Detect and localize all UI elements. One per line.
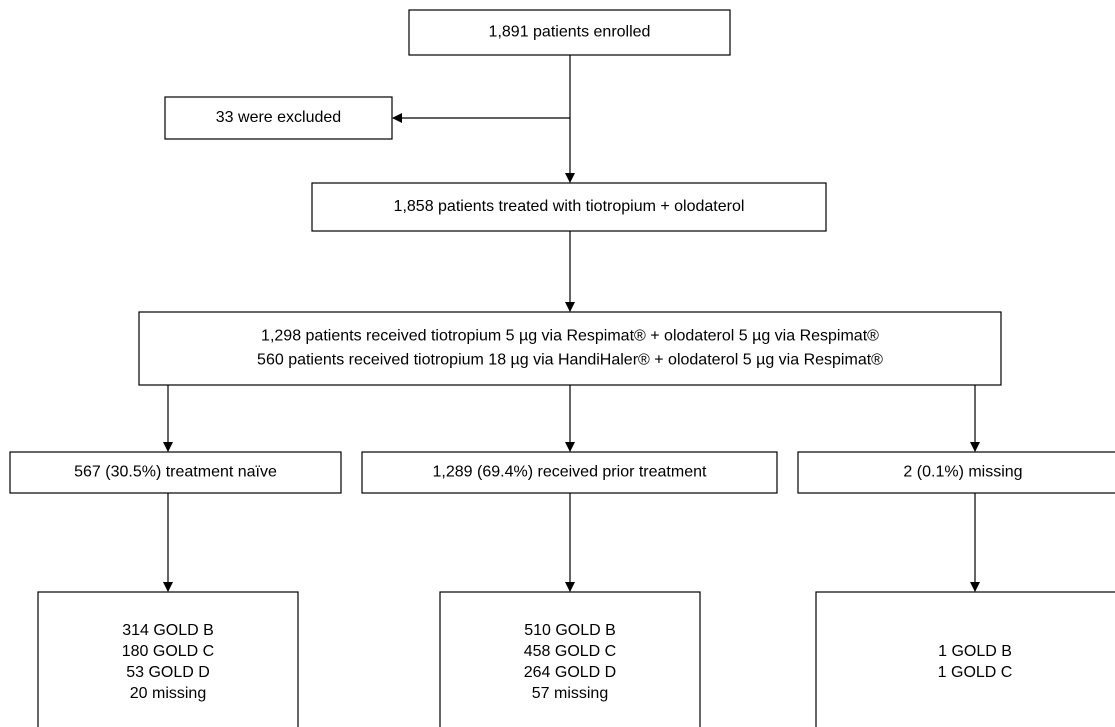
- node-box: [138, 311, 1002, 386]
- node-text: 1,858 patients treated with tiotropium +…: [394, 198, 745, 215]
- node-text: 458 GOLD C: [524, 643, 616, 660]
- node-box: [164, 96, 393, 140]
- node-box: [311, 182, 827, 232]
- node-box: [815, 591, 1115, 727]
- node-text: 53 GOLD D: [126, 664, 210, 681]
- node-box: [408, 9, 731, 56]
- node-text: 567 (30.5%) treatment naïve: [74, 464, 277, 481]
- node-text: 1,289 (69.4%) received prior treatment: [433, 464, 707, 481]
- node-text: 57 missing: [532, 685, 608, 702]
- node-text: 314 GOLD B: [122, 622, 214, 639]
- connectors: [163, 55, 980, 592]
- node-text: 1,298 patients received tiotropium 5 µg …: [261, 328, 879, 345]
- node-box: [361, 451, 778, 494]
- node-text: 1 GOLD B: [938, 643, 1012, 660]
- node-text: 2 (0.1%) missing: [903, 464, 1022, 481]
- node-text: 560 patients received tiotropium 18 µg v…: [257, 352, 883, 369]
- node-text: 33 were excluded: [216, 109, 341, 126]
- node-text: 264 GOLD D: [524, 664, 616, 681]
- node-text: 1 GOLD C: [938, 664, 1013, 681]
- node-box: [37, 591, 299, 727]
- node-box: [439, 591, 701, 727]
- node-box: [797, 451, 1115, 494]
- node-text: 20 missing: [130, 685, 206, 702]
- node-text: 1,891 patients enrolled: [489, 24, 651, 41]
- node-text: 180 GOLD C: [122, 643, 214, 660]
- node-box: [9, 451, 342, 494]
- node-text: 510 GOLD B: [524, 622, 616, 639]
